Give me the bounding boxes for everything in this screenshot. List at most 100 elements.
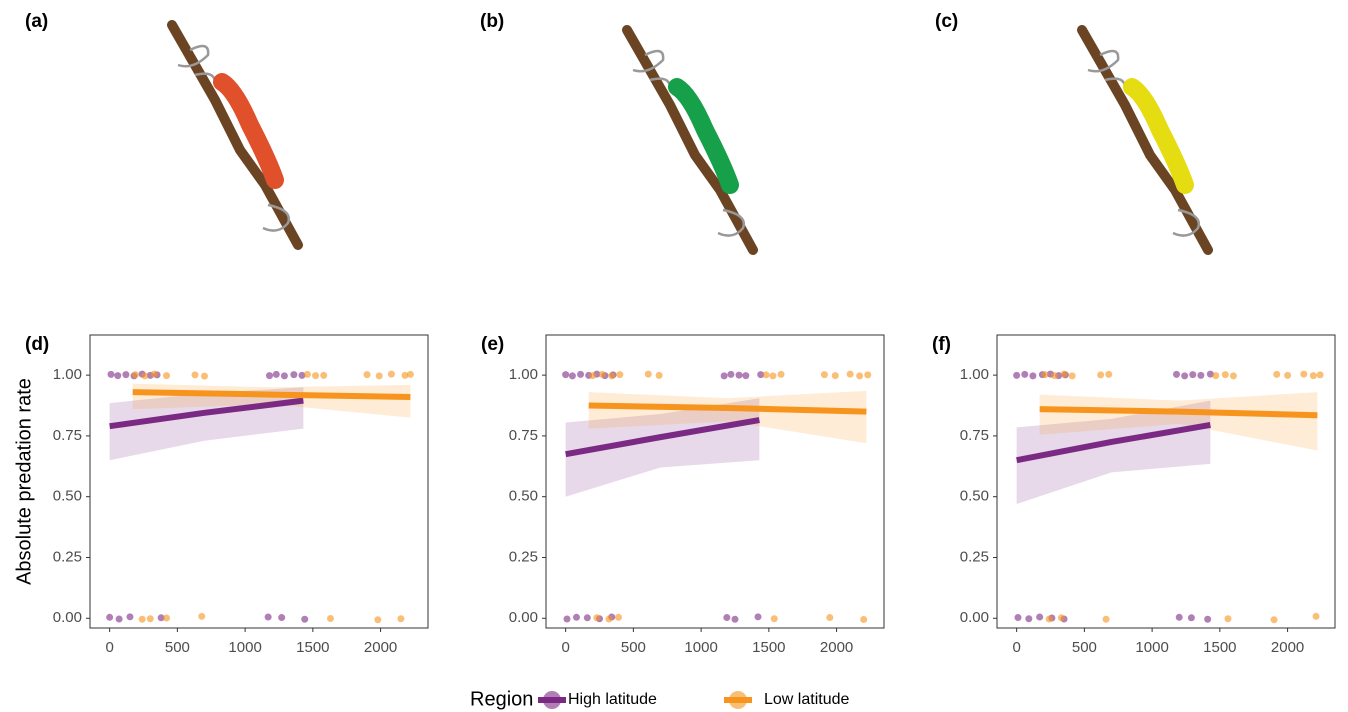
x-tick-label: 2000 bbox=[364, 639, 397, 656]
x-tick-label: 500 bbox=[1072, 639, 1097, 656]
data-point bbox=[1197, 371, 1205, 379]
legend-label: Low latitude bbox=[764, 691, 849, 708]
confidence-band bbox=[565, 398, 760, 497]
data-point bbox=[150, 370, 158, 378]
fit-line bbox=[565, 417, 760, 458]
data-point bbox=[138, 615, 146, 623]
data-point bbox=[131, 371, 139, 379]
data-point bbox=[264, 613, 272, 621]
data-point bbox=[1187, 614, 1195, 622]
data-point bbox=[198, 612, 206, 620]
data-point bbox=[770, 615, 778, 623]
data-point bbox=[280, 372, 288, 380]
data-point bbox=[278, 614, 286, 622]
data-point bbox=[1045, 615, 1053, 623]
data-point bbox=[290, 371, 298, 379]
illustrations: (a) (b) (c) bbox=[25, 11, 1213, 255]
y-tick-label: 0.50 bbox=[53, 488, 82, 505]
data-point bbox=[374, 616, 382, 624]
data-point bbox=[1068, 372, 1076, 380]
data-point bbox=[742, 372, 750, 380]
data-point bbox=[1102, 615, 1110, 623]
y-tick-label: 1.00 bbox=[509, 366, 538, 383]
data-point bbox=[122, 371, 130, 379]
data-point bbox=[562, 371, 570, 379]
fit-line bbox=[1016, 422, 1211, 464]
data-point bbox=[1013, 371, 1021, 379]
legend-label: High latitude bbox=[568, 691, 657, 708]
panel-label: (f) bbox=[932, 334, 951, 355]
x-tick-label: 500 bbox=[165, 639, 190, 656]
y-tick-label: 0.25 bbox=[960, 548, 989, 565]
data-point bbox=[115, 615, 123, 623]
x-tick-label: 1500 bbox=[752, 639, 785, 656]
data-point bbox=[864, 371, 872, 379]
data-point bbox=[387, 370, 395, 378]
legend-swatch bbox=[543, 691, 561, 709]
data-point bbox=[605, 615, 613, 623]
data-point bbox=[1212, 372, 1220, 380]
data-point bbox=[1041, 371, 1049, 379]
data-point bbox=[820, 371, 828, 379]
data-point bbox=[1021, 370, 1029, 378]
data-point bbox=[157, 614, 165, 622]
data-point bbox=[1172, 370, 1180, 378]
data-point bbox=[1204, 615, 1212, 623]
data-point bbox=[1175, 613, 1183, 621]
confidence-band bbox=[1039, 392, 1318, 451]
data-point bbox=[720, 372, 728, 380]
x-tick-label: 2000 bbox=[820, 639, 853, 656]
data-point bbox=[860, 615, 868, 623]
data-point bbox=[298, 371, 306, 379]
y-tick-label: 0.25 bbox=[53, 548, 82, 565]
x-tick-label: 0 bbox=[105, 639, 113, 656]
plot-frame bbox=[996, 334, 1336, 629]
x-tick-label: 1500 bbox=[1203, 639, 1236, 656]
x-tick-label: 2000 bbox=[1271, 639, 1304, 656]
data-point bbox=[1284, 371, 1292, 379]
data-point bbox=[1057, 614, 1065, 622]
data-point bbox=[200, 372, 208, 380]
y-tick-label: 0.50 bbox=[960, 488, 989, 505]
data-point bbox=[655, 371, 663, 379]
y-tick-label: 0.25 bbox=[509, 548, 538, 565]
x-tick-label: 1500 bbox=[296, 639, 329, 656]
stick-illustration bbox=[622, 25, 758, 255]
data-point bbox=[1229, 372, 1237, 380]
data-point bbox=[826, 614, 834, 622]
panel-label: (b) bbox=[480, 11, 504, 32]
data-point bbox=[598, 370, 606, 378]
x-tick-label: 1000 bbox=[684, 639, 717, 656]
legend-title: Region bbox=[470, 688, 533, 710]
panel: (f) 0.00 0.25 0.50 0.75 1.00 0 500 1000 1500 2000 bbox=[932, 334, 1336, 656]
data-point bbox=[1221, 371, 1229, 379]
data-point bbox=[831, 372, 839, 380]
data-point bbox=[727, 370, 735, 378]
data-point bbox=[1270, 616, 1278, 624]
data-point bbox=[397, 615, 405, 623]
data-point bbox=[163, 614, 171, 622]
data-point bbox=[141, 372, 149, 380]
data-point bbox=[1029, 372, 1037, 380]
data-point bbox=[1036, 613, 1044, 621]
data-point bbox=[846, 370, 854, 378]
data-point bbox=[731, 615, 739, 623]
data-point bbox=[191, 371, 199, 379]
data-point bbox=[326, 615, 334, 623]
y-tick-label: 0.00 bbox=[53, 609, 82, 626]
data-point bbox=[616, 371, 624, 379]
legend-swatch bbox=[729, 691, 747, 709]
data-point bbox=[614, 613, 622, 621]
data-point bbox=[856, 372, 864, 380]
data-point bbox=[1051, 372, 1059, 380]
y-tick-label: 0.75 bbox=[53, 427, 82, 444]
panel: (d) Absolute predation rate 0.00 0.25 0.50 0.… bbox=[13, 334, 429, 656]
data-point bbox=[1181, 372, 1189, 380]
data-point bbox=[1060, 370, 1068, 378]
plot-frame bbox=[545, 334, 885, 629]
data-point bbox=[589, 372, 597, 380]
y-tick-label: 0.00 bbox=[509, 609, 538, 626]
legend: Region High latitude Low latitude bbox=[470, 688, 849, 710]
panel-label: (e) bbox=[481, 334, 504, 355]
